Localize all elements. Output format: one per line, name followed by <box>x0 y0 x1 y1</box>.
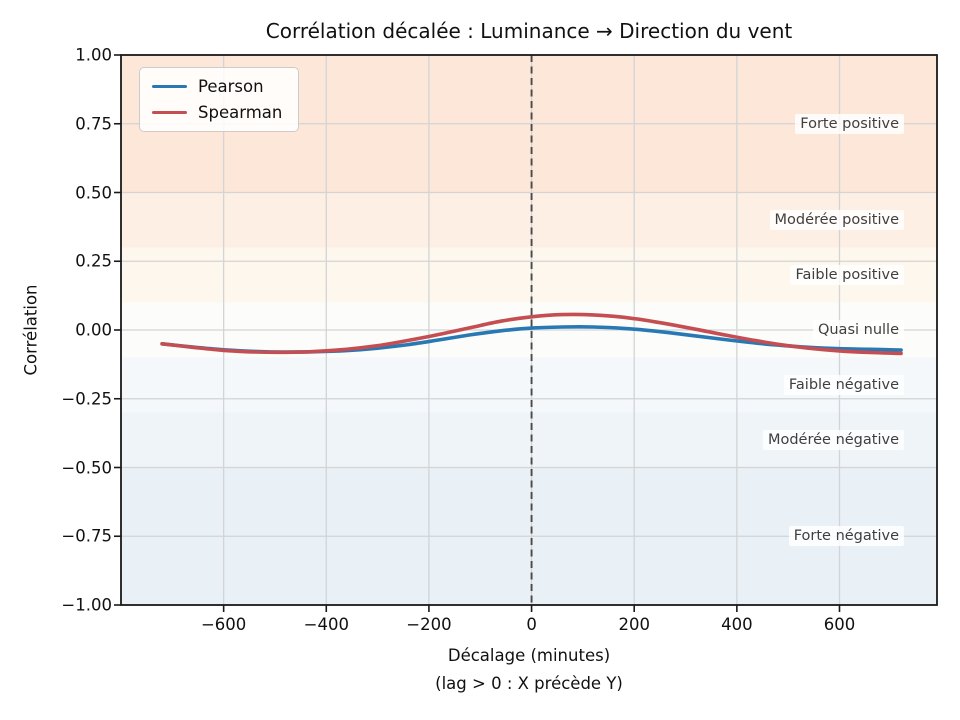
y-tick-label: −0.25 <box>61 389 112 409</box>
spearman-line-swatch <box>152 110 187 115</box>
band-label: Modérée positive <box>769 210 904 230</box>
x-axis-sublabel: (lag > 0 : X précède Y) <box>435 674 623 693</box>
x-tick-label: 200 <box>618 615 650 634</box>
x-tick-label: 0 <box>526 615 537 634</box>
legend-label-pearson: Pearson <box>198 77 264 96</box>
x-tick-label: −600 <box>200 615 247 634</box>
spearman-curve <box>160 312 903 356</box>
x-tick-label: 600 <box>823 615 856 634</box>
x-axis-label: Décalage (minutes) <box>447 646 611 665</box>
y-tick-label: −1.00 <box>61 595 112 615</box>
chart-title: Corrélation décalée : Luminance → Direct… <box>265 19 793 43</box>
legend-item-spearman: Spearman <box>152 103 282 122</box>
x-tick-label: 400 <box>721 615 753 634</box>
legend: Pearson Spearman <box>139 67 300 132</box>
band-label: Faible négative <box>783 375 904 395</box>
legend-label-spearman: Spearman <box>198 103 283 122</box>
y-tick-label: −0.50 <box>61 458 112 477</box>
y-tick-label: −0.75 <box>61 526 112 546</box>
band-label: Forte positive <box>795 113 904 134</box>
x-tick-label: −200 <box>406 615 452 634</box>
y-tick-label: 0.00 <box>75 320 112 340</box>
band-label: Modérée négative <box>762 430 904 450</box>
y-tick-label: 1.00 <box>75 45 112 65</box>
band-label: Faible positive <box>790 265 904 285</box>
y-axis-label: Corrélation <box>21 284 41 376</box>
band-label: Quasi nulle <box>812 320 904 340</box>
legend-item-pearson: Pearson <box>152 77 282 96</box>
pearson-line-swatch <box>152 84 187 89</box>
y-tick-label: 0.25 <box>75 251 112 271</box>
x-tick-label: −400 <box>303 615 349 634</box>
y-tick-label: 0.75 <box>75 114 112 134</box>
y-tick-label: 0.50 <box>75 183 112 202</box>
band-label: Forte négative <box>788 526 904 547</box>
